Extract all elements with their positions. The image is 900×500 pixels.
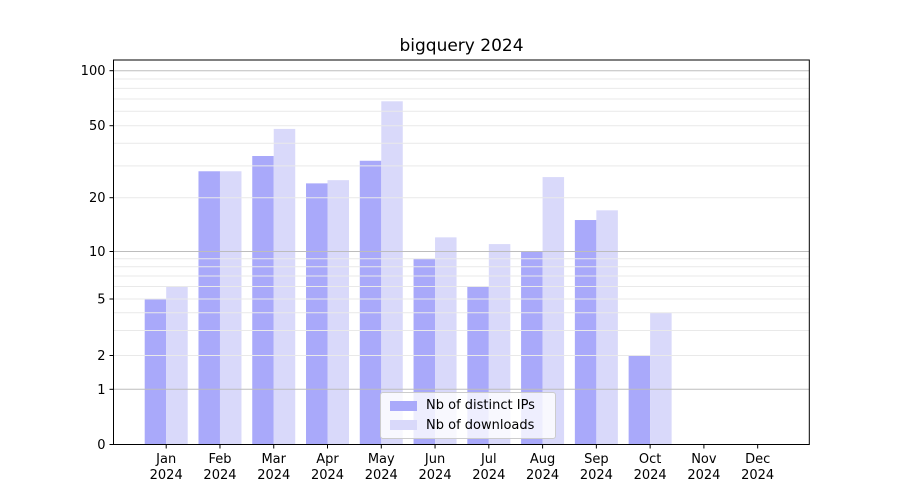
y-tick-label: 20 [89,191,106,206]
chart-title: bigquery 2024 [399,36,524,56]
legend-item-distinct-ips: Nb of distinct IPs [390,399,546,412]
axes-spines [113,59,810,445]
bar-nb-of-distinct-ips-jan [144,299,167,445]
y-tick-label: 0 [97,438,105,453]
legend-label-distinct-ips: Nb of distinct IPs [426,398,535,414]
bar-nb-of-downloads-oct [650,312,672,445]
x-tick-label: Jul 2024 [472,452,505,483]
y-tick-label: 10 [89,245,106,260]
x-tick-label: Feb 2024 [203,452,236,483]
y-tick-label: 1 [97,383,105,398]
bar-nb-of-distinct-ips-apr [306,183,328,445]
bar-nb-of-distinct-ips-oct [628,355,651,445]
y-tick-label: 50 [89,119,106,134]
bar-nb-of-distinct-ips-mar [252,156,274,445]
bar-nb-of-downloads-may [381,101,403,445]
bar-nb-of-downloads-aug [542,177,565,445]
x-tick-label: Nov 2024 [687,452,720,483]
x-tick-label: Oct 2024 [634,452,667,483]
bar-nb-of-downloads-sep [596,210,618,445]
y-tick-label: 2 [97,349,105,364]
x-tick-label: Mar 2024 [257,452,290,483]
bar-nb-of-downloads-feb [219,171,242,445]
x-tick-label: Jun 2024 [419,452,452,483]
y-tick-label: 100 [81,64,106,79]
bar-nb-of-distinct-ips-feb [198,171,220,445]
x-tick-label: Apr 2024 [311,452,344,483]
legend-swatch-downloads [390,420,417,431]
legend-item-downloads: Nb of downloads [390,419,546,432]
x-tick-label: Sep 2024 [580,452,613,483]
x-tick-label: May 2024 [365,452,398,483]
bar-nb-of-distinct-ips-may [359,160,382,445]
x-tick-label: Aug 2024 [526,452,559,483]
y-tick-label: 5 [97,293,105,308]
x-tick-label: Jan 2024 [150,452,183,483]
legend-label-downloads: Nb of downloads [426,417,535,433]
x-tick-label: Dec 2024 [741,452,774,483]
bar-nb-of-downloads-jan [166,286,188,445]
bar-nb-of-distinct-ips-sep [574,220,597,445]
legend: Nb of distinct IPs Nb of downloads [380,392,556,439]
legend-swatch-distinct-ips [390,400,417,411]
